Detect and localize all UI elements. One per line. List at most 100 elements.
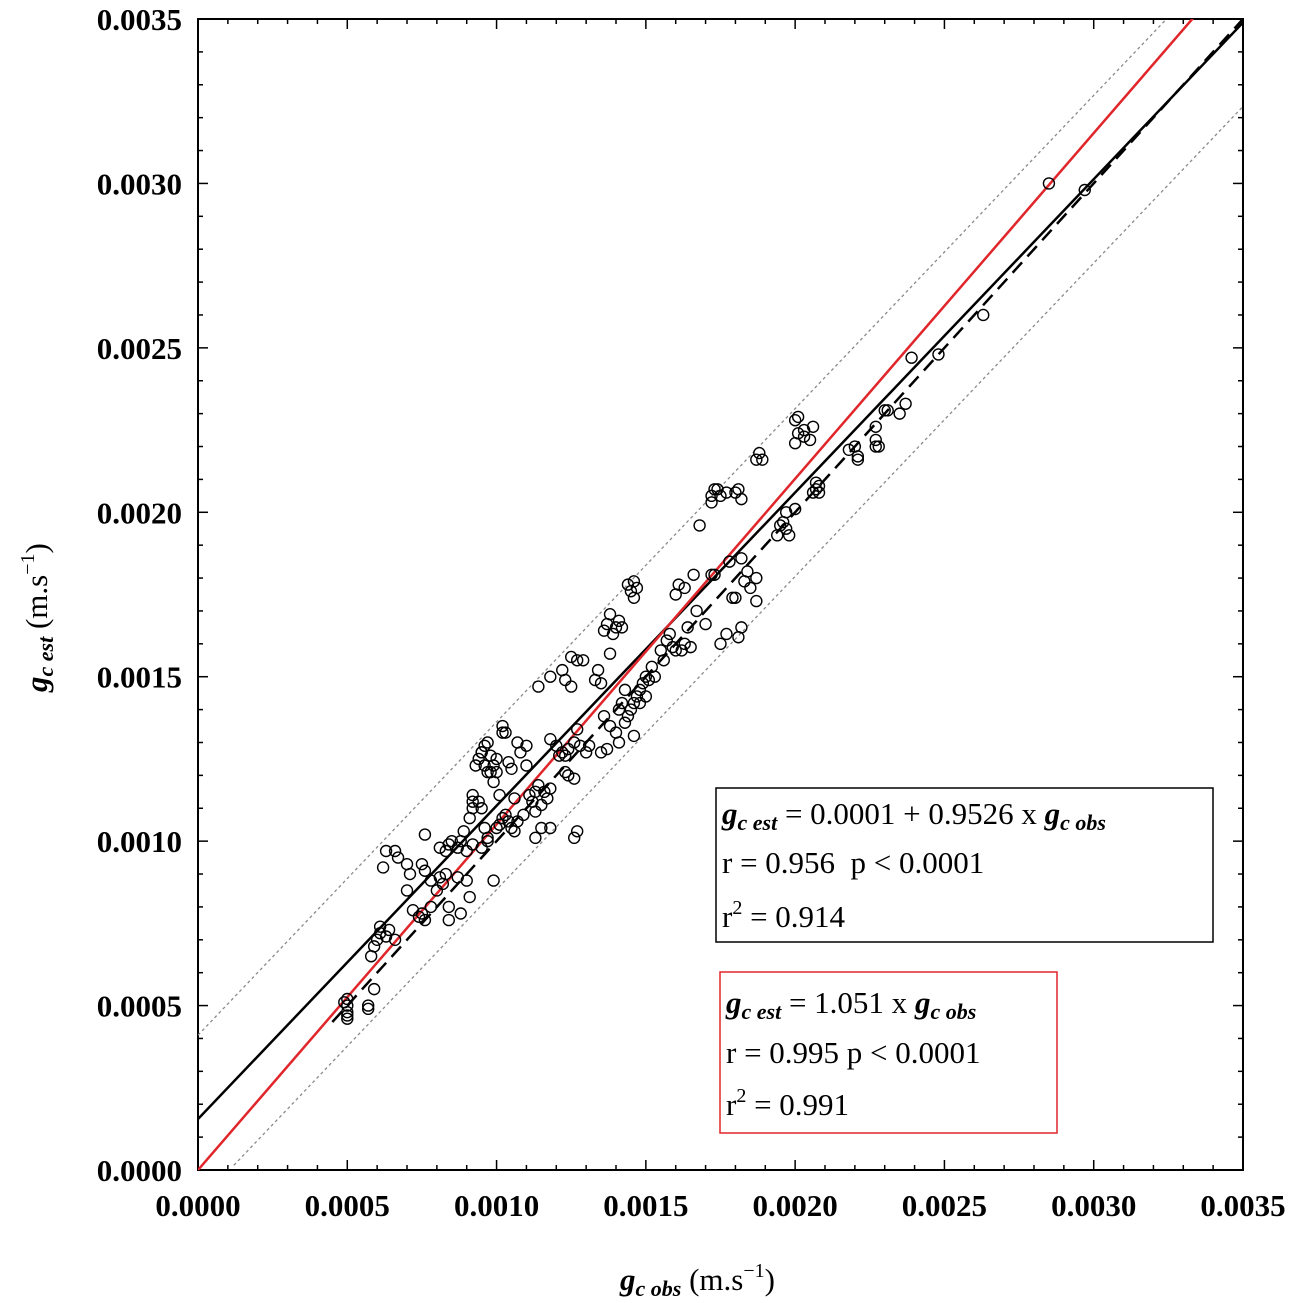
data-point (469, 759, 482, 772)
data-point (568, 772, 581, 785)
data-point (490, 752, 503, 766)
data-point (490, 765, 503, 779)
data-point (442, 913, 455, 927)
data-point (869, 433, 882, 447)
data-point (729, 591, 742, 604)
annotation-box-black (715, 787, 1214, 943)
data-point (556, 746, 569, 759)
axis-ticks (197, 18, 1244, 1171)
y-tick-label: 0.0005 (97, 989, 182, 1024)
data-point (627, 575, 641, 588)
y-axis-tick-labels: 0.0000 0.0005 0.0010 0.0015 0.0020 0.0025 0.00… (97, 2, 182, 1188)
data-point (379, 930, 393, 943)
data-point (615, 621, 629, 634)
data-point (376, 861, 390, 874)
data-point (478, 739, 491, 752)
data-point (809, 483, 823, 496)
data-point (532, 779, 545, 792)
plot-frame (197, 18, 1244, 1171)
data-point (618, 716, 632, 729)
data-point (618, 683, 632, 697)
annotation-r2-red: r2 = 0.991 (726, 1085, 849, 1122)
data-point (553, 749, 566, 762)
data-point (782, 529, 796, 542)
data-point (475, 841, 488, 854)
data-point (851, 450, 865, 463)
data-point (544, 670, 557, 683)
data-point (418, 864, 432, 877)
annotation-r-red: r = 0.995 p < 0.0001 (726, 1035, 981, 1070)
data-point (481, 831, 494, 845)
data-point (812, 479, 826, 493)
x-tick-label: 0.0010 (454, 1188, 539, 1223)
data-point (508, 792, 521, 805)
data-point (878, 404, 891, 417)
data-point (487, 874, 500, 887)
data-point (502, 756, 515, 769)
data-point (779, 522, 793, 535)
data-point (675, 644, 688, 657)
data-point (899, 397, 912, 410)
data-point (774, 519, 787, 532)
x-tick-label: 0.0025 (902, 1188, 987, 1223)
data-point (591, 663, 605, 677)
data-point (499, 726, 512, 739)
data-point (418, 913, 432, 927)
data-point (597, 709, 611, 723)
data-point (367, 940, 381, 953)
data-point (361, 1002, 375, 1016)
data-point (529, 831, 542, 845)
upper-band-line (198, 19, 1168, 1036)
data-point (869, 440, 882, 453)
x-tick-label: 0.0015 (603, 1188, 688, 1223)
data-point (493, 788, 506, 802)
data-point (723, 555, 736, 568)
data-point (612, 614, 626, 628)
data-point (714, 489, 727, 503)
data-point (627, 696, 641, 710)
data-point (714, 637, 727, 651)
data-point (562, 769, 575, 782)
data-point (735, 621, 748, 634)
data-point (520, 759, 533, 772)
data-point (633, 683, 647, 697)
data-point (803, 433, 817, 447)
data-point (705, 496, 718, 509)
data-point (681, 621, 694, 634)
data-point (663, 627, 676, 641)
data-point (400, 884, 414, 897)
data-point (627, 729, 641, 743)
data-point (977, 308, 990, 322)
data-point (669, 644, 682, 657)
data-point (690, 604, 703, 618)
data-point (487, 759, 500, 772)
y-tick-label: 0.0025 (97, 331, 182, 366)
data-point (565, 650, 578, 664)
data-point (454, 907, 467, 920)
data-point (735, 492, 748, 506)
data-point (439, 867, 453, 881)
data-point (481, 736, 494, 749)
data-point (520, 739, 533, 752)
data-point (678, 581, 691, 595)
x-axis-tick-labels: 0.0000 0.0005 0.0010 0.0015 0.0020 0.0025 0.00… (155, 1188, 1285, 1223)
data-point (496, 726, 509, 739)
data-point (475, 746, 488, 759)
data-point (872, 440, 885, 453)
data-point (565, 680, 578, 693)
data-point (744, 581, 757, 595)
data-point (373, 920, 387, 933)
data-point (750, 594, 763, 608)
data-point (699, 617, 712, 631)
data-point (603, 647, 617, 660)
data-point (642, 673, 656, 687)
data-point (606, 627, 620, 641)
data-point (594, 746, 608, 759)
data-point (412, 910, 426, 923)
data-point (779, 506, 793, 519)
data-point (499, 808, 512, 822)
data-point (603, 719, 617, 733)
data-point (881, 404, 894, 417)
y-tick-label: 0.0020 (97, 495, 182, 530)
data-point (594, 677, 608, 690)
